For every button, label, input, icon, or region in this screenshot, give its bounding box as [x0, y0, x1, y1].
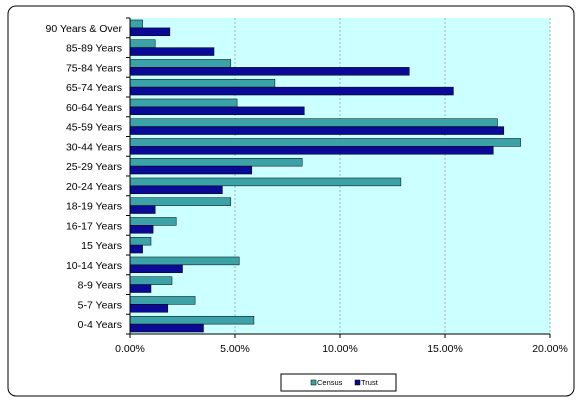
x-tick-label-1: 5.00% [220, 343, 250, 355]
bar-census-8 [129, 177, 402, 187]
y-tick-label-4: 60-64 Years [66, 102, 122, 114]
bar-trust-6 [129, 146, 494, 155]
x-tick-label-0: 0.00% [115, 343, 145, 355]
y-tick-label-2: 75-84 Years [66, 62, 122, 74]
y-tick-label-8: 20-24 Years [66, 181, 122, 193]
bar-trust-0 [129, 27, 171, 37]
y-tick-label-1: 85-89 Years [66, 43, 122, 55]
bar-trust-9 [129, 205, 156, 214]
bar-trust-3 [129, 86, 454, 96]
y-tick-label-3: 65-74 Years [66, 82, 122, 94]
x-tick-label-4: 20.00% [532, 343, 568, 355]
x-tick-label-2: 10.00% [322, 343, 358, 355]
bar-trust-7 [129, 165, 253, 175]
y-tick-label-13: 8-9 Years [78, 280, 122, 292]
bar-trust-8 [129, 185, 223, 195]
bar-census-3 [129, 78, 276, 88]
bar-census-10 [129, 217, 177, 226]
bar-census-5 [129, 118, 498, 127]
bar-census-14 [129, 296, 196, 305]
x-axis-labels: 0.00% 5.00% 10.00% 15.00% 20.00% [115, 343, 568, 355]
bar-census-1 [129, 39, 156, 48]
y-tick-label-12: 10-14 Years [66, 260, 122, 272]
bar-census-2 [129, 59, 232, 68]
legend-swatch-census [310, 379, 317, 386]
bar-census-12 [129, 256, 240, 266]
legend-label-trust: Trust [361, 378, 379, 387]
y-tick-label-6: 30-44 Years [66, 141, 122, 153]
axes [126, 17, 551, 338]
bar-census-9 [129, 197, 232, 206]
legend-label-census: Census [317, 378, 343, 387]
y-tick-label-11: 15 Years [81, 240, 122, 252]
y-tick-label-0: 90 Years & Over [46, 23, 123, 35]
bar-census-15 [129, 315, 255, 325]
bar-census-6 [129, 138, 521, 147]
legend: Census Trust [280, 373, 397, 392]
bar-trust-2 [129, 67, 410, 76]
y-tick-label-10: 16-17 Years [66, 220, 122, 232]
bar-trust-10 [129, 225, 154, 234]
y-tick-label-14: 5-7 Years [78, 299, 122, 311]
legend-box [280, 373, 397, 392]
bar-trust-11 [129, 244, 143, 254]
bar-trust-14 [129, 304, 169, 313]
x-tick-label-3: 15.00% [427, 343, 463, 355]
bar-trust-13 [129, 284, 152, 293]
bar-trust-15 [129, 323, 204, 333]
legend-swatch-trust [354, 379, 361, 386]
bar-census-4 [129, 98, 238, 108]
y-tick-label-7: 25-29 Years [66, 161, 122, 173]
bar-census-11 [129, 236, 152, 246]
y-tick-label-9: 18-19 Years [66, 201, 122, 213]
bar-census-0 [129, 19, 143, 29]
bar-trust-12 [129, 264, 183, 274]
y-axis-labels: 90 Years & Over 85-89 Years 75-84 Years 65-… [46, 23, 123, 331]
bar-trust-4 [129, 106, 305, 116]
bar-trust-5 [129, 126, 505, 135]
bars [129, 19, 521, 333]
y-tick-label-15: 0-4 Years [78, 319, 122, 331]
y-tick-label-5: 45-59 Years [66, 122, 122, 134]
bar-census-7 [129, 157, 303, 167]
bar-census-13 [129, 276, 173, 285]
bar-trust-1 [129, 47, 215, 56]
